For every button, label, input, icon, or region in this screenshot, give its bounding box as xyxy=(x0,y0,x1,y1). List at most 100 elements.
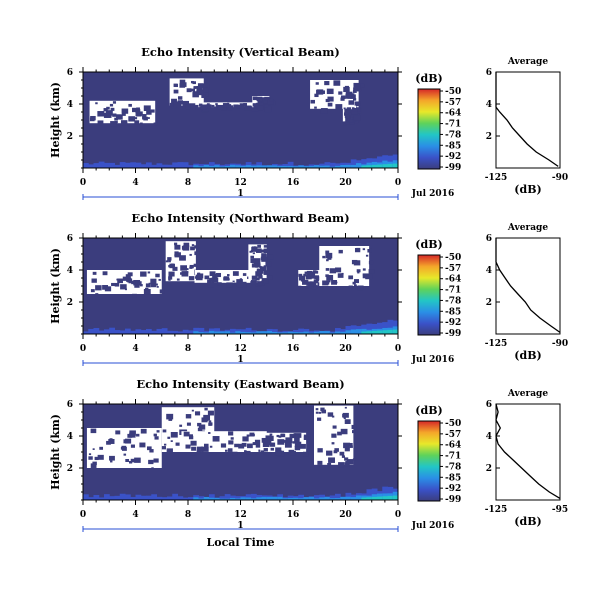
gap-speckle xyxy=(258,449,262,452)
gap-speckle xyxy=(173,101,181,108)
gap-speckle xyxy=(127,272,133,277)
echo-cell xyxy=(114,330,121,334)
gap-speckle xyxy=(262,267,267,272)
gap-speckle xyxy=(194,411,201,416)
gap-speckle xyxy=(109,438,113,441)
gap-speckle xyxy=(338,462,345,468)
gap-speckle xyxy=(259,102,264,106)
echo-cell xyxy=(335,331,341,334)
gap-speckle xyxy=(328,457,335,463)
gap-speckle xyxy=(299,443,306,449)
gap-speckle xyxy=(351,117,355,120)
gap-speckle xyxy=(175,442,180,446)
gap-speckle xyxy=(248,105,251,108)
echo-cell xyxy=(282,165,289,168)
gap-speckle xyxy=(325,252,333,259)
colorbar-unit: (dB) xyxy=(415,238,442,251)
gap-speckle xyxy=(249,250,252,253)
echo-cell xyxy=(361,165,367,168)
colorbar-level: -64 xyxy=(445,441,461,451)
gap-speckle xyxy=(182,100,190,107)
gap-speckle xyxy=(338,249,343,254)
gap-speckle xyxy=(250,280,257,285)
gap-speckle xyxy=(290,450,296,456)
gap-speckle xyxy=(223,106,226,109)
gap-speckle xyxy=(327,96,334,102)
gap-speckle xyxy=(220,443,227,448)
gap-speckle xyxy=(166,413,174,420)
gap-speckle xyxy=(92,448,95,450)
date-label: Jul 2016 xyxy=(411,355,454,365)
echo-cell xyxy=(387,319,394,334)
colorbar-level: -92 xyxy=(445,484,461,494)
echo-cell xyxy=(293,497,299,500)
gap-speckle xyxy=(88,453,92,456)
gap-speckle xyxy=(151,283,157,288)
gap-speckle xyxy=(352,98,357,101)
gap-speckle xyxy=(185,104,191,110)
colorbar-level: -57 xyxy=(445,430,461,440)
gap-speckle xyxy=(250,255,255,259)
gap-speckle xyxy=(287,439,291,442)
gap-speckle xyxy=(250,258,256,264)
gap-speckle xyxy=(140,271,147,277)
echo-cell xyxy=(382,496,388,500)
gap-speckle xyxy=(111,282,115,287)
echo-cell xyxy=(387,329,394,334)
echo-cell xyxy=(261,331,268,334)
gap-speckle xyxy=(191,409,194,412)
gap-speckle xyxy=(331,279,338,285)
echo-cell xyxy=(314,498,320,500)
gap-speckle xyxy=(190,440,197,446)
gap-speckle xyxy=(354,120,359,124)
echo-cell xyxy=(130,497,136,500)
panel-title: Echo Intensity (Eastward Beam) xyxy=(136,377,344,391)
echo-cell xyxy=(198,166,205,168)
gap-speckle xyxy=(326,450,333,456)
echo-cell xyxy=(240,165,247,168)
gap-speckle xyxy=(140,122,143,125)
date-label: Jul 2016 xyxy=(411,521,454,531)
echo-cell xyxy=(209,497,215,500)
echo-cell xyxy=(119,330,126,334)
gap-speckle xyxy=(267,99,274,105)
echo-cell xyxy=(314,331,320,334)
gap-speckle xyxy=(127,433,133,438)
echo-cell xyxy=(387,163,394,168)
gap-speckle xyxy=(346,120,349,123)
gap-speckle xyxy=(128,103,132,107)
gap-speckle xyxy=(155,273,160,278)
gap-speckle xyxy=(260,450,265,454)
gap-speckle xyxy=(352,458,356,461)
echo-cell xyxy=(209,494,215,500)
gap-speckle xyxy=(309,271,316,277)
echo-cell xyxy=(93,328,100,334)
gap-speckle xyxy=(256,268,264,274)
gap-speckle xyxy=(126,277,132,282)
gap-speckle xyxy=(176,278,180,281)
gap-speckle xyxy=(130,444,135,448)
colorbar-level: -99 xyxy=(445,495,461,505)
echo-cell xyxy=(361,159,367,168)
gap-speckle xyxy=(91,278,97,283)
x-tick-label: 4 xyxy=(132,178,138,188)
gap-speckle xyxy=(139,284,143,287)
gap-speckle xyxy=(331,442,335,445)
echo-cell xyxy=(161,497,168,500)
echo-cell xyxy=(219,496,226,500)
echo-cell xyxy=(287,165,294,168)
gap-speckle xyxy=(203,443,209,448)
echo-cell xyxy=(109,327,115,334)
gap-speckle xyxy=(325,274,329,278)
gap-speckle xyxy=(322,280,329,286)
panel-title: Echo Intensity (Vertical Beam) xyxy=(141,45,340,59)
echo-cell xyxy=(119,493,126,500)
gap-speckle xyxy=(276,434,280,438)
gap-speckle xyxy=(227,278,230,281)
echo-cell xyxy=(98,330,105,334)
gap-speckle xyxy=(202,91,209,97)
gap-speckle xyxy=(303,273,307,277)
echo-cell xyxy=(193,497,199,500)
gap-speckle xyxy=(331,433,337,438)
gap-speckle xyxy=(89,117,95,122)
